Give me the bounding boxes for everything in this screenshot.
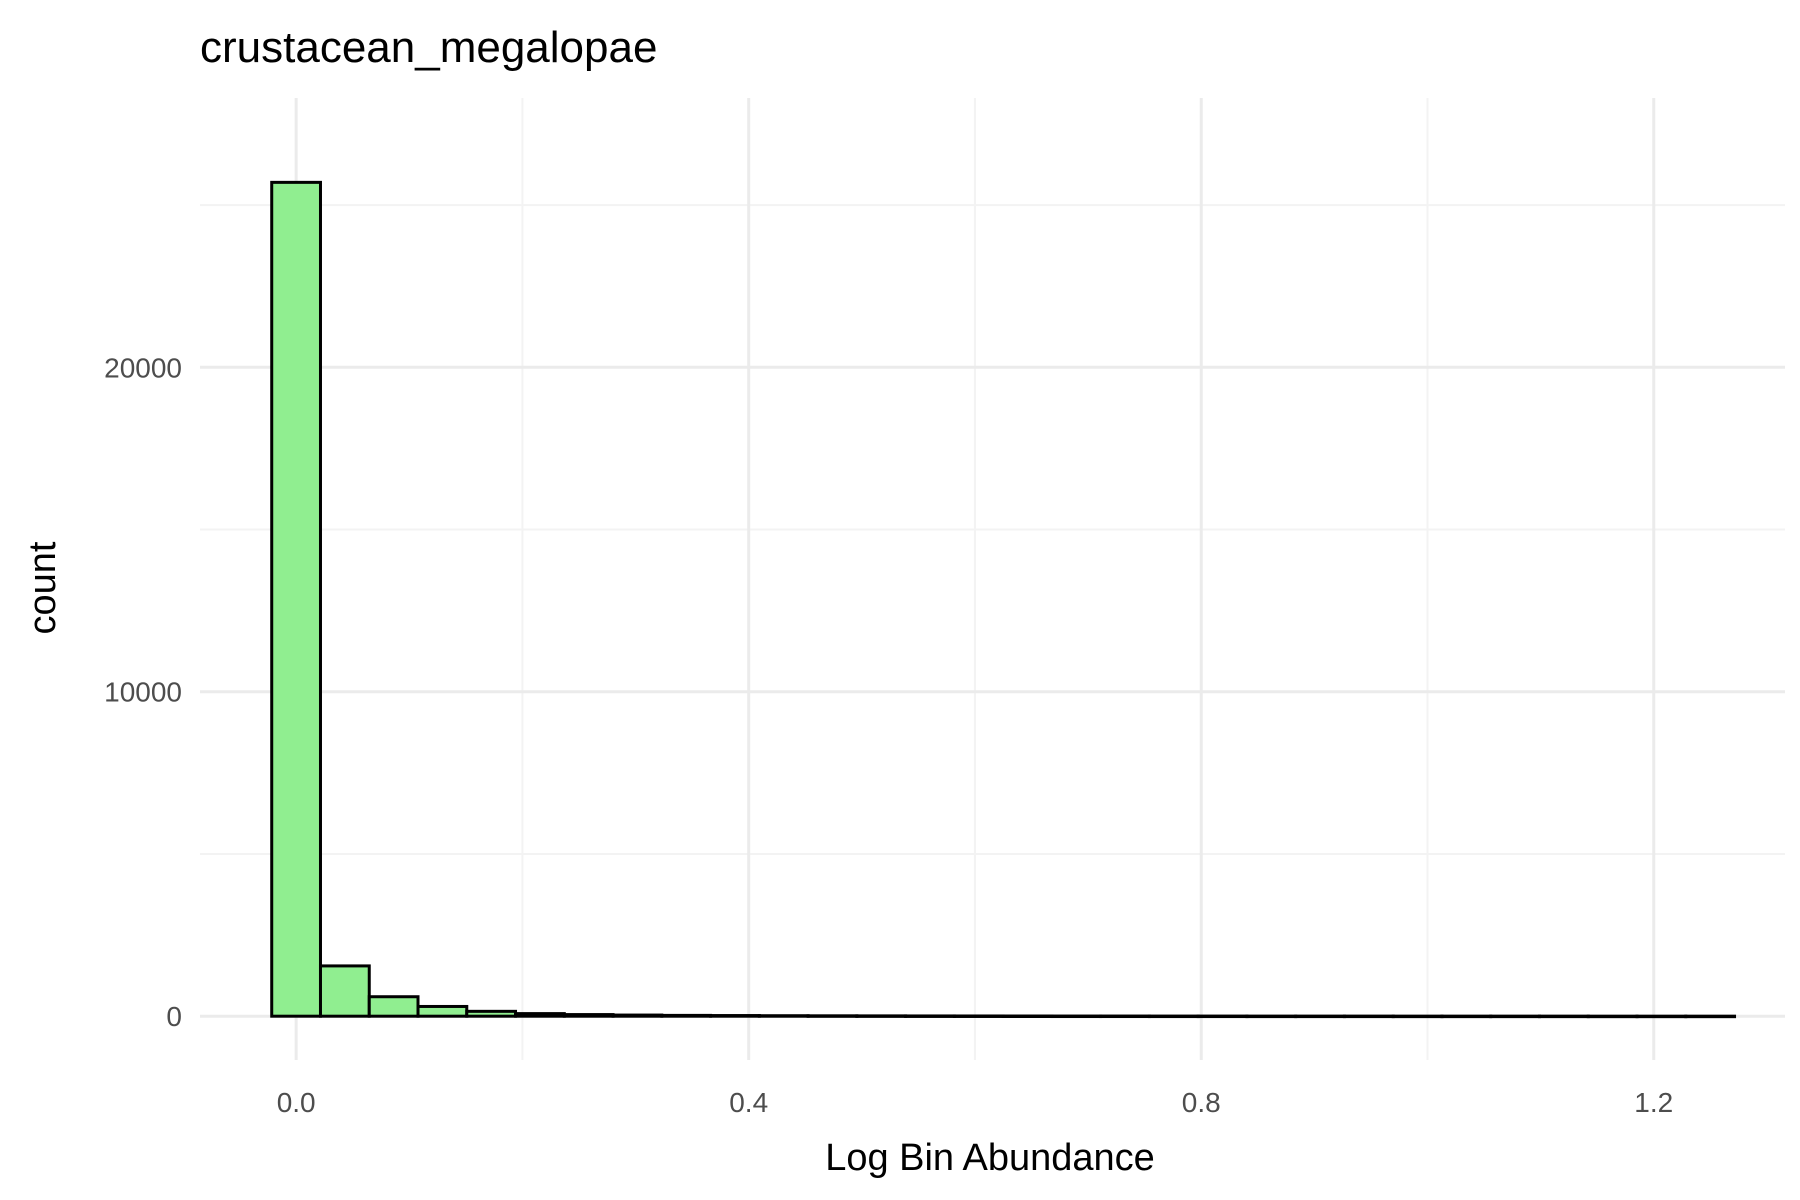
x-axis-title: Log Bin Abundance (825, 1137, 1155, 1179)
histogram-bar (806, 1014, 859, 1018)
histogram-bar (270, 180, 322, 1018)
histogram-bar (1538, 1014, 1590, 1019)
histogram-bar (904, 1014, 956, 1018)
histogram-bar (1245, 1014, 1298, 1019)
y-tick-label: 10000 (104, 677, 182, 708)
histogram-bar (1294, 1014, 1346, 1019)
axis-ticks: 0.0 0.4 0.8 1.2 0 10000 20000 (104, 352, 1673, 1118)
histogram-bar (660, 1013, 713, 1018)
x-tick-label: 0.8 (1182, 1087, 1221, 1118)
histogram-bar (465, 1009, 518, 1018)
histogram-bar (1440, 1014, 1493, 1019)
histogram-bar (1342, 1014, 1395, 1019)
histogram-bar (757, 1014, 810, 1018)
histogram-bar (318, 964, 371, 1018)
x-tick-label: 0.4 (729, 1087, 768, 1118)
histogram-bar (562, 1013, 615, 1018)
x-tick-label: 0.0 (277, 1087, 316, 1118)
histogram-bar (1489, 1014, 1542, 1019)
histogram-bar (1196, 1014, 1249, 1019)
histogram-bar (1147, 1014, 1200, 1019)
histogram-bar (709, 1014, 761, 1018)
histogram-bar (855, 1014, 908, 1018)
y-tick-label: 20000 (104, 352, 182, 383)
histogram-bar (1050, 1014, 1103, 1019)
histogram-bar (514, 1012, 566, 1018)
histogram-bar (367, 995, 420, 1018)
histogram-bar (1684, 1014, 1737, 1019)
histogram-bar (1391, 1014, 1444, 1019)
y-tick-label: 0 (166, 1001, 182, 1032)
histogram-bar (952, 1014, 1005, 1018)
y-axis-title: count (22, 541, 64, 634)
histogram-bar (1635, 1014, 1688, 1019)
histogram-bar (416, 1004, 469, 1018)
histogram-bar (1099, 1014, 1151, 1019)
histogram-bar (1586, 1014, 1639, 1019)
x-tick-label: 1.2 (1634, 1087, 1673, 1118)
grid-lines (200, 98, 1785, 1060)
histogram-bars (270, 180, 1737, 1019)
chart-title: crustacean_megalopae (200, 23, 657, 72)
histogram-bar (1001, 1014, 1054, 1019)
histogram-bar (611, 1013, 664, 1018)
